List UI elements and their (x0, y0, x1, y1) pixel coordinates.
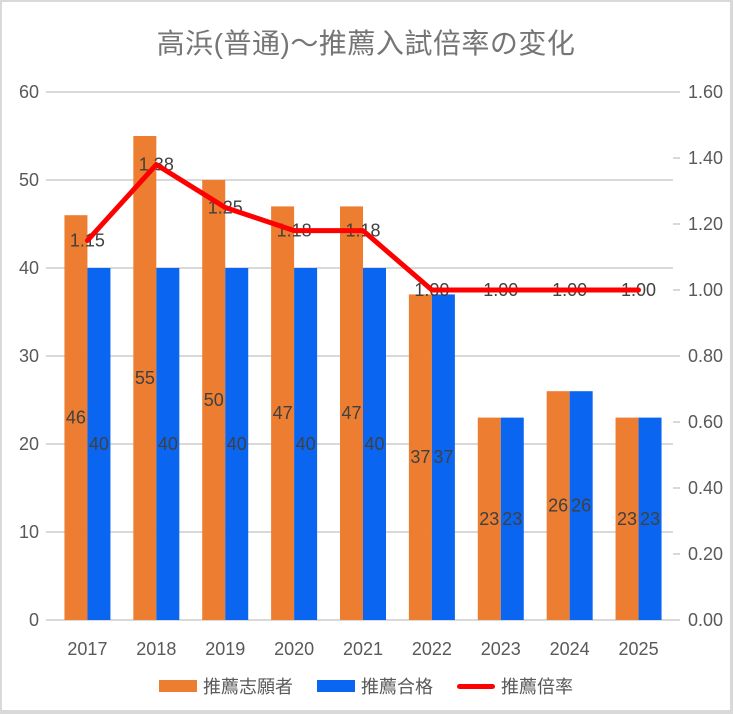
bar-data-label: 23 (640, 509, 660, 529)
bar-data-label: 46 (66, 408, 86, 428)
bar-data-label: 26 (571, 496, 591, 516)
right-axis-label: 1.20 (688, 214, 723, 234)
left-axis-label: 20 (19, 434, 39, 454)
left-axis-label: 0 (29, 610, 39, 630)
bar-推薦志願者-2025[interactable] (615, 417, 639, 620)
line-推薦倍率[interactable] (84, 162, 642, 293)
x-axis-label: 2021 (343, 639, 383, 659)
bar-推薦合格-2018[interactable] (156, 268, 180, 620)
right-axis-label: 1.60 (688, 82, 723, 102)
bar-推薦志願者-2021[interactable] (340, 206, 363, 620)
bar-推薦志願者-2023[interactable] (477, 417, 501, 620)
legend-label: 推薦倍率 (501, 677, 573, 697)
bar-data-label: 47 (273, 403, 293, 423)
legend-item-推薦志願者[interactable]: 推薦志願者 (159, 673, 293, 699)
bar-推薦合格-2020[interactable] (294, 268, 318, 620)
bar-data-label: 50 (204, 390, 224, 410)
left-axis-label: 10 (19, 522, 39, 542)
left-axis-label: 30 (19, 346, 39, 366)
legend-label: 推薦合格 (361, 677, 433, 697)
chart-legend: 推薦志願者 推薦合格 推薦倍率 (2, 673, 730, 699)
x-axis-label: 2024 (550, 639, 590, 659)
bar-推薦志願者-2019[interactable] (202, 180, 226, 620)
right-axis-label: 1.40 (688, 148, 723, 168)
bar-data-label: 40 (158, 434, 178, 454)
x-axis-label: 2023 (481, 639, 521, 659)
bar-推薦志願者-2017[interactable] (64, 215, 88, 620)
bar-data-label: 40 (364, 434, 384, 454)
bar-推薦合格-2025[interactable] (638, 417, 662, 620)
bar-推薦志願者-2018[interactable] (133, 136, 157, 620)
x-axis-label: 2017 (67, 639, 107, 659)
x-axis-label: 2018 (136, 639, 176, 659)
left-axis-label: 50 (19, 170, 39, 190)
right-axis-label: 0.20 (688, 544, 723, 564)
x-axis-label: 2025 (619, 639, 659, 659)
legend-item-推薦倍率[interactable]: 推薦倍率 (457, 673, 573, 699)
right-axis-label: 0.60 (688, 412, 723, 432)
left-axis-label: 60 (19, 82, 39, 102)
x-axis-label: 2019 (205, 639, 245, 659)
bar-推薦志願者-2020[interactable] (271, 206, 295, 620)
right-axis-label: 0.00 (688, 610, 723, 630)
right-axis-label: 0.80 (688, 346, 723, 366)
bar-data-label: 40 (89, 434, 109, 454)
bar-data-label: 40 (227, 434, 247, 454)
bar-推薦合格-2024[interactable] (569, 391, 593, 620)
bar-data-label: 26 (548, 496, 568, 516)
bar-data-label: 23 (502, 509, 522, 529)
bar-推薦合格-2022[interactable] (431, 294, 455, 620)
x-axis-label: 2020 (274, 639, 314, 659)
legend-item-推薦合格[interactable]: 推薦合格 (317, 673, 433, 699)
legend-bar-swatch (317, 680, 355, 692)
right-axis-label: 1.00 (688, 280, 723, 300)
bar-data-label: 40 (296, 434, 316, 454)
bar-data-label: 37 (410, 447, 430, 467)
chart-title: 高浜(普通)～推薦入試倍率の変化 (156, 28, 576, 59)
bar-推薦志願者-2024[interactable] (546, 391, 570, 620)
bar-推薦合格-2019[interactable] (225, 268, 249, 620)
right-axis-label: 0.40 (688, 478, 723, 498)
legend-label: 推薦志願者 (203, 677, 293, 697)
legend-bar-swatch (159, 680, 197, 692)
bar-data-label: 23 (617, 509, 637, 529)
bar-data-label: 37 (433, 447, 453, 467)
bar-推薦合格-2023[interactable] (500, 417, 524, 620)
bar-data-label: 23 (479, 509, 499, 529)
bar-推薦合格-2021[interactable] (363, 268, 386, 620)
bar-data-label: 47 (341, 403, 361, 423)
bar-推薦合格-2017[interactable] (87, 268, 111, 620)
x-axis-label: 2022 (412, 639, 452, 659)
bar-推薦志願者-2022[interactable] (408, 294, 432, 620)
bar-data-label: 55 (135, 368, 155, 388)
left-axis-label: 40 (19, 258, 39, 278)
legend-line-swatch (457, 683, 495, 689)
